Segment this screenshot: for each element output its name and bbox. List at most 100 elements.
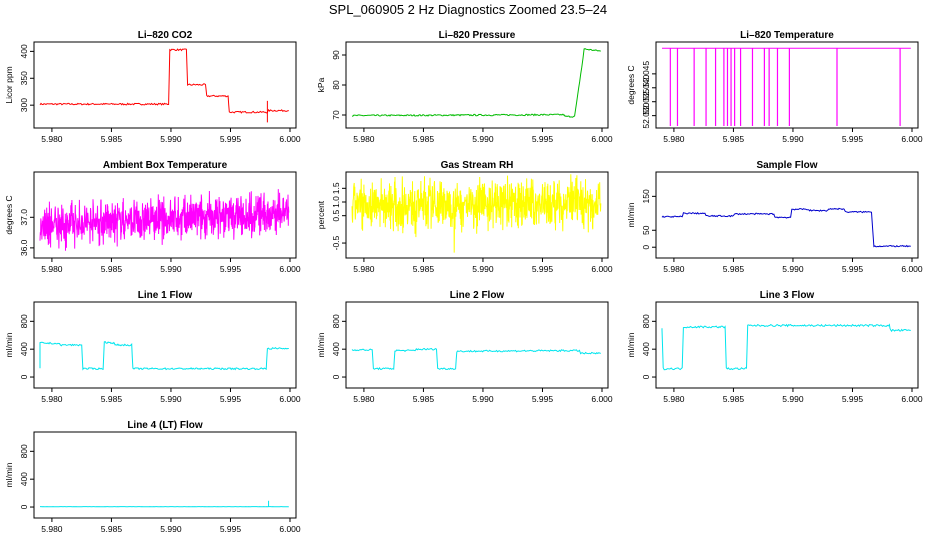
panel-title: Li–820 Temperature — [740, 30, 834, 41]
x-tick-label: 5.985 — [101, 394, 123, 404]
x-tick-label: 5.995 — [220, 264, 242, 274]
y-tick-label: 400 — [641, 342, 651, 356]
chart-panel-3: Li–820 Temperature 5.980 5.985 5.990 5.995 6.… — [626, 30, 923, 144]
y-tick-label: 400 — [19, 472, 29, 486]
y-tick-label: 150 — [641, 189, 651, 203]
x-tick-label: 5.985 — [723, 134, 745, 144]
x-tick-label: 6.000 — [279, 264, 301, 274]
x-tick-label: 5.995 — [532, 394, 554, 404]
y-axis-label: ml/min — [4, 462, 14, 487]
plot-frame — [345, 301, 609, 389]
x-tick-label: 5.985 — [413, 394, 435, 404]
y-tick-label: 800 — [19, 314, 29, 328]
x-tick-label: 5.995 — [220, 134, 242, 144]
plot-frame — [33, 431, 297, 519]
panel-title: Li–820 Pressure — [439, 30, 516, 41]
y-tick-label: 1.5 — [331, 182, 341, 194]
y-tick-label: 0 — [19, 374, 29, 379]
x-tick-label: 5.985 — [101, 134, 123, 144]
x-tick-label: 6.000 — [279, 134, 301, 144]
y-tick-label: 50 — [641, 225, 651, 235]
y-axis-label: kPa — [316, 77, 326, 92]
x-tick-label: 5.980 — [663, 134, 685, 144]
x-tick-label: 5.995 — [842, 394, 864, 404]
panel-title: Ambient Box Temperature — [103, 160, 228, 171]
x-tick-label: 6.000 — [901, 134, 923, 144]
chart-panel-6: Sample Flow 5.980 5.985 5.990 5.995 6.000 0 50 1… — [626, 160, 923, 274]
chart-panel-9: Line 3 Flow 5.980 5.985 5.990 5.995 6.000 0 400… — [626, 290, 923, 404]
x-tick-label: 5.980 — [41, 134, 63, 144]
x-tick-label: 5.990 — [160, 394, 182, 404]
y-tick-label: 37.0 — [19, 209, 29, 226]
y-axis-label: degrees C — [4, 195, 14, 234]
x-tick-label: 5.990 — [160, 134, 182, 144]
y-tick-label: 0 — [641, 374, 651, 379]
x-tick-label: 5.980 — [41, 264, 63, 274]
plot-frame — [345, 171, 609, 259]
y-axis-label: ml/min — [316, 332, 326, 357]
chart-panel-5: Gas Stream RH 5.980 5.985 5.990 5.995 6.000 -0… — [316, 160, 613, 274]
x-tick-label: 6.000 — [279, 394, 301, 404]
y-tick-label: 400 — [331, 342, 341, 356]
y-axis-label: ml/min — [626, 202, 636, 227]
y-axis-label: percent — [316, 200, 326, 229]
x-tick-label: 6.000 — [591, 264, 613, 274]
y-tick-label: 52.040 — [641, 75, 651, 101]
x-tick-label: 5.990 — [782, 134, 804, 144]
y-tick-label: 800 — [19, 444, 29, 458]
panel-title: Line 2 Flow — [450, 290, 505, 301]
x-tick-label: 6.000 — [279, 524, 301, 534]
y-axis-label: degrees C — [626, 65, 636, 104]
y-axis-label: Licor ppm — [4, 66, 14, 103]
x-tick-label: 6.000 — [591, 134, 613, 144]
y-tick-label: 0 — [331, 374, 341, 379]
chart-panel-4: Ambient Box Temperature 5.980 5.985 5.990 5.… — [4, 160, 301, 274]
y-tick-label: 400 — [19, 44, 29, 58]
x-tick-label: 6.000 — [901, 264, 923, 274]
y-tick-label: 90 — [331, 50, 341, 60]
x-tick-label: 5.980 — [41, 524, 63, 534]
y-tick-label: 0 — [19, 504, 29, 509]
panel-title: Line 1 Flow — [138, 290, 193, 301]
page-title: SPL_060905 2 Hz Diagnostics Zoomed 23.5–… — [328, 2, 608, 17]
y-tick-label: 52.035 — [641, 88, 651, 114]
x-tick-label: 5.995 — [842, 134, 864, 144]
x-tick-label: 5.980 — [353, 394, 375, 404]
y-tick-label: 70 — [331, 110, 341, 120]
series-line-1 — [351, 347, 601, 371]
x-tick-label: 5.995 — [842, 264, 864, 274]
x-tick-label: 5.985 — [723, 264, 745, 274]
x-tick-label: 5.985 — [413, 264, 435, 274]
chart-panel-7: Line 1 Flow 5.980 5.985 5.990 5.995 6.000 0 400… — [4, 290, 301, 404]
y-tick-label: 350 — [19, 71, 29, 85]
x-tick-label: 5.995 — [220, 524, 242, 534]
panel-title: Li–820 CO2 — [138, 30, 193, 41]
y-axis-label: ml/min — [4, 332, 14, 357]
plot-frame — [655, 41, 919, 129]
chart-panel-1: Li–820 CO2 5.980 5.985 5.990 5.995 6.000 300 35… — [4, 30, 301, 144]
series-line-1 — [661, 207, 911, 248]
x-tick-label: 5.985 — [101, 264, 123, 274]
plot-frame — [33, 171, 297, 259]
chart-panel-8: Line 2 Flow 5.980 5.985 5.990 5.995 6.000 0 400… — [316, 290, 613, 404]
y-tick-label: 0.5 — [331, 210, 341, 222]
panel-title: Sample Flow — [756, 160, 817, 171]
panel-title: Line 3 Flow — [760, 290, 815, 301]
x-tick-label: 5.990 — [782, 394, 804, 404]
x-tick-label: 5.990 — [472, 134, 494, 144]
y-tick-label: 80 — [331, 80, 341, 90]
x-tick-label: 5.995 — [532, 134, 554, 144]
x-tick-label: 5.980 — [41, 394, 63, 404]
x-tick-label: 6.000 — [901, 394, 923, 404]
x-tick-label: 5.985 — [101, 524, 123, 534]
plot-frame — [33, 41, 297, 129]
y-tick-label: 300 — [19, 98, 29, 112]
chart-panel-2: Li–820 Pressure 5.980 5.985 5.990 5.995 6.000… — [316, 30, 613, 144]
x-tick-label: 5.980 — [353, 134, 375, 144]
y-axis-label: ml/min — [626, 332, 636, 357]
panel-title: Line 4 (LT) Flow — [127, 420, 203, 431]
panel-title: Gas Stream RH — [441, 160, 514, 171]
x-tick-label: 5.985 — [413, 134, 435, 144]
y-tick-label: 800 — [331, 314, 341, 328]
